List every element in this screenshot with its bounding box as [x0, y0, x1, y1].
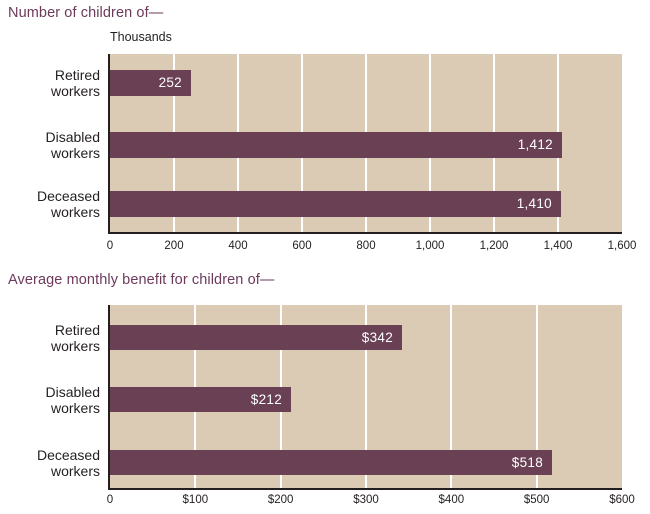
- category-label: Disabled workers: [45, 383, 100, 416]
- x-axis-tick-label: $400: [438, 494, 465, 506]
- bar-disabled-workers: 1,412: [110, 132, 562, 158]
- category-label: Deceased workers: [36, 446, 100, 479]
- bar-retired-workers: $342: [110, 325, 402, 350]
- bar-retired-workers: 252: [110, 70, 191, 96]
- category-label: Deceased workers: [36, 188, 100, 220]
- bar-deceased-workers: $518: [110, 450, 552, 475]
- gridline: [450, 305, 453, 488]
- chart-title: Number of children of—: [8, 5, 164, 21]
- bar-value-label: $518: [511, 455, 543, 470]
- x-axis-tick-label: $600: [609, 494, 635, 506]
- x-axis-tick-label: $100: [182, 494, 209, 506]
- chart-title: Average monthly benefit for children of—: [8, 272, 275, 288]
- x-axis-tick-label: 600: [292, 240, 312, 252]
- plot-area: 252 1,412 1,410: [108, 54, 622, 234]
- gridline: [365, 305, 367, 488]
- bar-value-label: 1,412: [517, 137, 553, 152]
- x-axis-tick-label: $500: [523, 494, 550, 506]
- axis-unit-label: Thousands: [110, 30, 172, 44]
- bar-disabled-workers: $212: [110, 387, 291, 412]
- x-axis-tick-label: 1,400: [543, 240, 573, 252]
- x-axis-tick-label: $200: [267, 494, 294, 506]
- category-label: Disabled workers: [45, 129, 100, 161]
- x-axis-tick-label: 0: [106, 494, 114, 506]
- gridline: [535, 305, 538, 488]
- bar-deceased-workers: 1,410: [110, 191, 561, 217]
- x-axis-tick-label: 200: [164, 240, 184, 252]
- x-axis-tick-label: $300: [353, 494, 379, 506]
- bar-value-label: $212: [250, 392, 282, 407]
- bar-value-label: 252: [158, 75, 182, 90]
- x-axis-tick-label: 800: [356, 240, 376, 252]
- x-axis-tick-label: 0: [106, 240, 114, 252]
- x-axis-tick-label: 1,600: [607, 240, 637, 252]
- x-axis-tick-label: 400: [228, 240, 248, 252]
- category-label: Retired workers: [50, 67, 100, 99]
- plot-area: $342 $212 $518: [108, 305, 622, 490]
- bar-value-label: $342: [361, 330, 393, 345]
- x-axis-tick-label: 1,000: [415, 240, 445, 252]
- x-axis-tick-label: 1,200: [479, 240, 509, 252]
- category-label: Retired workers: [50, 321, 100, 354]
- bar-value-label: 1,410: [516, 196, 552, 211]
